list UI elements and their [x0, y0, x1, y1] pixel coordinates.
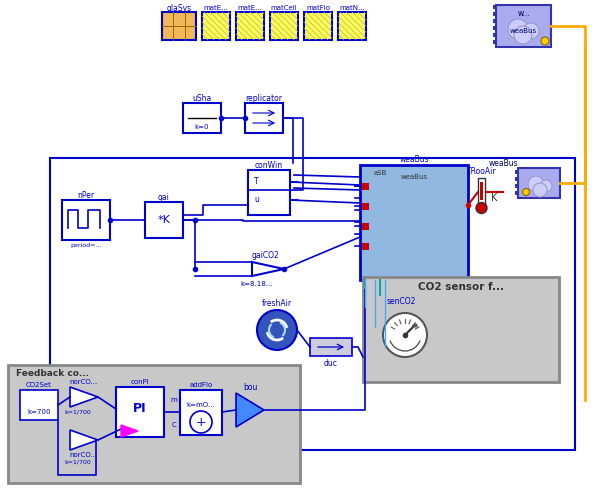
Text: m: m: [170, 397, 178, 403]
Text: bou: bou: [243, 382, 257, 391]
Circle shape: [514, 26, 532, 44]
Text: Feedback co...: Feedback co...: [16, 370, 89, 379]
Text: norCO...: norCO...: [70, 452, 98, 458]
Bar: [515, 177, 519, 181]
Bar: [310, 338, 352, 356]
Bar: [493, 26, 497, 30]
Bar: [362, 183, 369, 190]
Text: k=1/700: k=1/700: [64, 460, 91, 464]
Text: T: T: [254, 178, 259, 187]
Text: replicator: replicator: [246, 93, 283, 103]
Text: uSha: uSha: [193, 93, 212, 103]
Text: matFlo: matFlo: [306, 5, 330, 11]
Circle shape: [528, 176, 544, 192]
Circle shape: [508, 19, 528, 39]
Bar: [362, 243, 369, 250]
Bar: [248, 170, 290, 215]
Text: duc: duc: [324, 358, 338, 367]
Text: conPI: conPI: [131, 379, 150, 385]
Bar: [183, 103, 221, 133]
Bar: [62, 200, 110, 240]
Bar: [338, 12, 366, 40]
Bar: [493, 5, 497, 9]
Bar: [180, 390, 222, 435]
Bar: [360, 165, 468, 280]
Text: k=0: k=0: [195, 124, 209, 130]
Text: conWin: conWin: [255, 161, 283, 169]
Bar: [493, 33, 497, 37]
Bar: [362, 203, 369, 210]
Polygon shape: [70, 430, 98, 450]
Polygon shape: [252, 262, 284, 276]
Text: C: C: [172, 422, 176, 428]
Text: CO2Set: CO2Set: [26, 382, 52, 388]
Bar: [363, 277, 559, 382]
Bar: [493, 12, 497, 16]
Text: period=...: period=...: [70, 243, 102, 247]
Bar: [202, 12, 230, 40]
Bar: [50, 158, 575, 450]
Text: TRooAir: TRooAir: [467, 167, 497, 176]
Text: k=mO...: k=mO...: [187, 402, 215, 408]
Text: K: K: [491, 193, 497, 203]
Circle shape: [190, 411, 212, 433]
Text: w...: w...: [517, 8, 530, 18]
Text: norCO...: norCO...: [70, 379, 98, 385]
Circle shape: [523, 189, 529, 195]
Bar: [493, 19, 497, 23]
Text: weaBus: weaBus: [488, 159, 518, 167]
Circle shape: [533, 183, 547, 197]
Text: glaSys: glaSys: [166, 3, 191, 12]
Text: k=1/700: k=1/700: [64, 409, 91, 414]
Bar: [496, 5, 551, 47]
Bar: [362, 223, 369, 230]
Circle shape: [523, 23, 539, 39]
Bar: [245, 103, 283, 133]
Bar: [145, 202, 183, 238]
Text: aSB: aSB: [373, 170, 387, 176]
Text: weaBus: weaBus: [399, 156, 429, 164]
Text: PI: PI: [133, 403, 147, 415]
Bar: [515, 170, 519, 174]
Text: u: u: [254, 195, 259, 204]
Bar: [236, 12, 264, 40]
Bar: [116, 387, 164, 437]
Circle shape: [383, 313, 427, 357]
Text: addFlo: addFlo: [190, 382, 213, 388]
Circle shape: [541, 37, 549, 45]
Text: weaBus: weaBus: [401, 174, 427, 180]
Text: +: +: [195, 415, 206, 429]
Text: nPer: nPer: [77, 191, 95, 199]
Polygon shape: [121, 425, 138, 437]
Text: senCO2: senCO2: [386, 297, 415, 305]
Bar: [270, 12, 298, 40]
Text: k=700: k=700: [27, 409, 51, 415]
Polygon shape: [236, 393, 264, 427]
Text: *K: *K: [157, 215, 170, 225]
Text: gai: gai: [158, 192, 170, 201]
Text: weaBus: weaBus: [510, 28, 537, 34]
Bar: [478, 178, 485, 206]
Bar: [162, 12, 196, 40]
Text: matCeil: matCeil: [271, 5, 297, 11]
Bar: [8, 365, 300, 483]
Text: CO2 sensor f...: CO2 sensor f...: [418, 282, 504, 292]
Text: matE...: matE...: [238, 5, 262, 11]
Polygon shape: [70, 387, 98, 407]
Circle shape: [257, 310, 297, 350]
Bar: [304, 12, 332, 40]
Text: freshAir: freshAir: [262, 300, 292, 308]
Text: gaiCO2: gaiCO2: [252, 251, 280, 261]
Circle shape: [540, 180, 552, 192]
Bar: [515, 191, 519, 195]
Bar: [493, 40, 497, 44]
Bar: [518, 168, 560, 198]
Text: matE...: matE...: [204, 5, 228, 11]
Bar: [480, 182, 483, 200]
Bar: [20, 390, 58, 420]
Bar: [515, 184, 519, 188]
Text: matN...: matN...: [339, 5, 365, 11]
Circle shape: [476, 202, 487, 214]
Text: k=8.18...: k=8.18...: [241, 281, 273, 287]
